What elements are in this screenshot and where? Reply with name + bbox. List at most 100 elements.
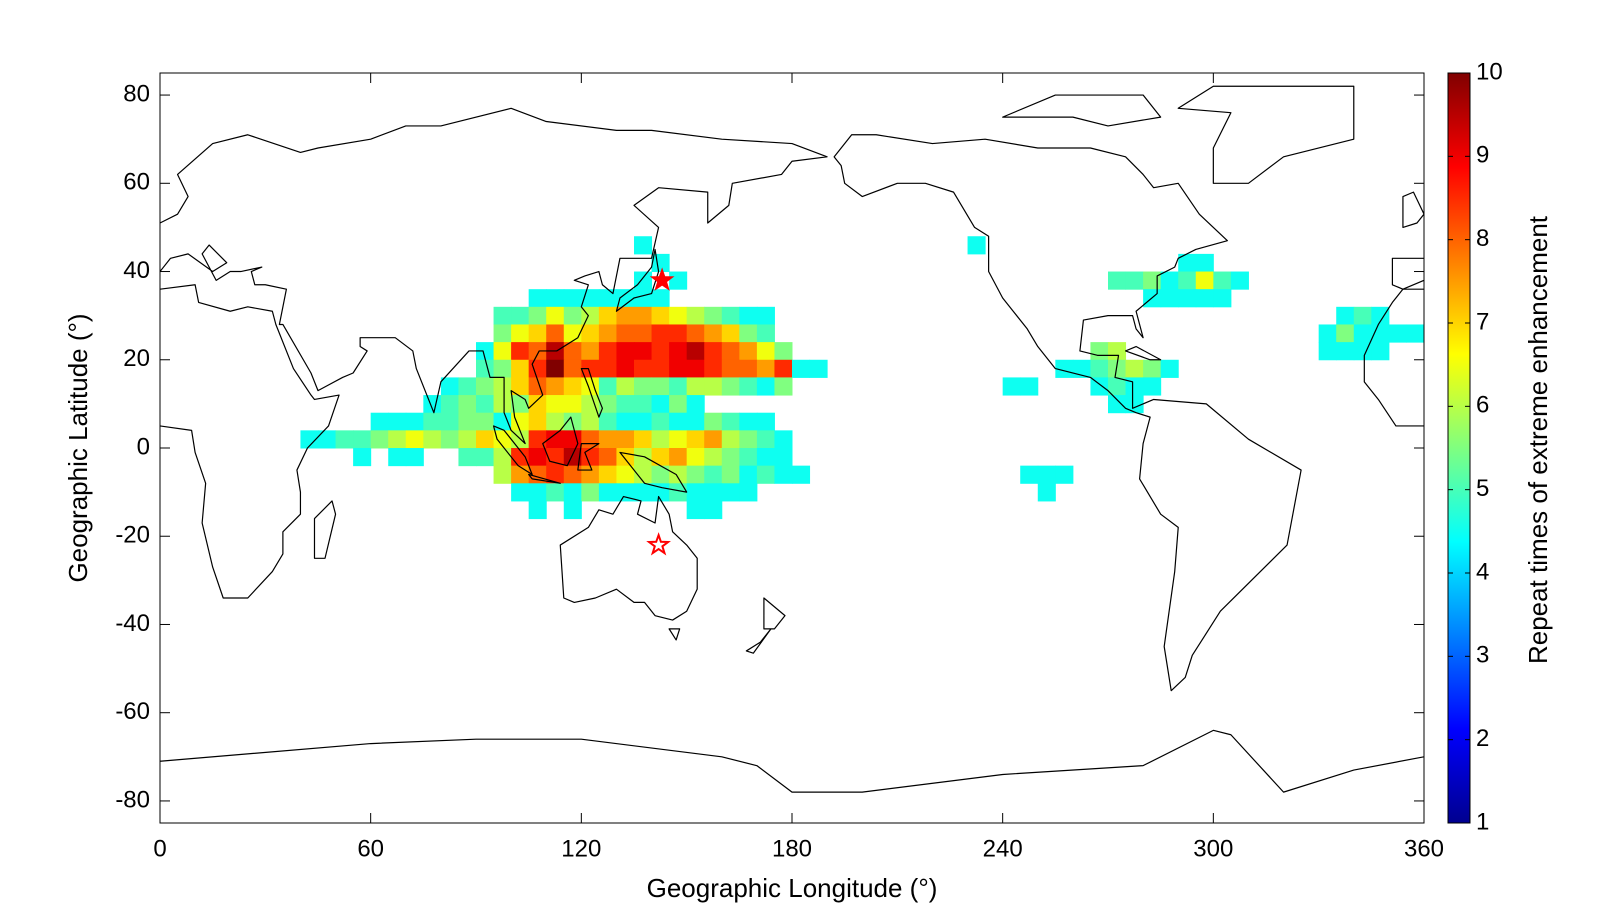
java bbox=[529, 474, 561, 483]
heatmap-cell bbox=[651, 342, 670, 361]
heatmap-cell bbox=[493, 395, 512, 414]
heatmap-cell bbox=[669, 359, 688, 378]
heatmap-cell bbox=[353, 430, 372, 449]
heatmap-cell bbox=[563, 448, 582, 467]
heatmap-cell bbox=[353, 448, 372, 467]
heatmap-cell bbox=[1143, 377, 1162, 396]
heatmap-cell bbox=[598, 342, 617, 361]
heatmap-cell bbox=[704, 448, 723, 467]
heatmap-cell bbox=[598, 306, 617, 325]
heatmap-cell bbox=[686, 306, 705, 325]
heatmap-cell bbox=[476, 377, 495, 396]
heatmap-cell bbox=[440, 395, 459, 414]
heatmap-cell bbox=[669, 271, 688, 290]
heatmap-cell bbox=[669, 306, 688, 325]
colorbar-tick-label: 1 bbox=[1476, 808, 1489, 835]
heatmap-cell bbox=[704, 430, 723, 449]
heatmap-cell bbox=[563, 412, 582, 431]
heatmap-cell bbox=[1353, 342, 1372, 361]
heatmap-cell bbox=[1336, 342, 1355, 361]
y-tick-label: 60 bbox=[123, 169, 150, 196]
heatmap-cell bbox=[739, 359, 758, 378]
heatmap-cell bbox=[616, 448, 635, 467]
heatmap-cell bbox=[1108, 359, 1127, 378]
heatmap-cell bbox=[1090, 377, 1109, 396]
heatmap-cell bbox=[739, 377, 758, 396]
heatmap-cell bbox=[774, 465, 793, 484]
heatmap-cell bbox=[721, 359, 740, 378]
west-africa bbox=[1364, 289, 1424, 426]
heatmap-cell bbox=[370, 430, 389, 449]
heatmap-cell bbox=[1002, 377, 1021, 396]
heatmap-cell bbox=[1055, 359, 1074, 378]
x-tick-label: 120 bbox=[561, 835, 601, 862]
coastlines bbox=[160, 86, 1424, 792]
heatmap-cell bbox=[616, 289, 635, 308]
x-tick-label: 180 bbox=[772, 835, 812, 862]
heatmap-cell bbox=[1037, 465, 1056, 484]
heatmap-cell bbox=[581, 448, 600, 467]
heatmap-cell bbox=[546, 465, 565, 484]
heatmap-cell bbox=[581, 412, 600, 431]
heatmap-cell bbox=[598, 430, 617, 449]
heatmap-cell bbox=[1213, 289, 1232, 308]
heatmap-cell bbox=[616, 465, 635, 484]
heatmap-cell bbox=[686, 412, 705, 431]
colorbar bbox=[1447, 72, 1471, 824]
heatmap-cell bbox=[704, 324, 723, 343]
heatmap-cell bbox=[774, 430, 793, 449]
heatmap-cell bbox=[581, 430, 600, 449]
heatmap-cell bbox=[792, 465, 811, 484]
heatmap-cell bbox=[634, 289, 653, 308]
y-tick-label: -20 bbox=[115, 522, 150, 549]
japan bbox=[616, 249, 658, 311]
heatmap-cell bbox=[528, 306, 547, 325]
heatmap-cell bbox=[616, 430, 635, 449]
heatmap-cell bbox=[598, 377, 617, 396]
heatmap-cell bbox=[634, 306, 653, 325]
heatmap-cell bbox=[634, 483, 653, 502]
colorbar-tick-label: 5 bbox=[1476, 475, 1489, 502]
heatmap-cell bbox=[739, 448, 758, 467]
heatmap-cell bbox=[739, 412, 758, 431]
heatmap-cell bbox=[546, 377, 565, 396]
heatmap-cell bbox=[388, 430, 407, 449]
heatmap-cell bbox=[511, 359, 530, 378]
heatmap-cell bbox=[686, 342, 705, 361]
heatmap-cell bbox=[774, 448, 793, 467]
y-tick-label: 20 bbox=[123, 345, 150, 372]
iberia bbox=[1392, 258, 1424, 289]
heatmap-cell bbox=[598, 412, 617, 431]
heatmap-cell bbox=[634, 342, 653, 361]
heatmap-cell bbox=[721, 342, 740, 361]
x-tick-label: 240 bbox=[983, 835, 1023, 862]
heatmap-cell bbox=[651, 465, 670, 484]
heatmap-cell bbox=[546, 324, 565, 343]
heatmap-cell bbox=[634, 395, 653, 414]
heatmap-cell bbox=[704, 483, 723, 502]
heatmap-cell bbox=[739, 306, 758, 325]
heatmap-cell bbox=[809, 359, 828, 378]
heatmap-cell bbox=[563, 289, 582, 308]
colorbar-tick-label: 3 bbox=[1476, 642, 1489, 669]
heatmap-cell bbox=[388, 412, 407, 431]
heatmap-cell bbox=[1353, 306, 1372, 325]
heatmap-cell bbox=[967, 236, 986, 255]
heatmap-cell bbox=[1178, 253, 1197, 273]
heatmap-cell bbox=[1318, 342, 1337, 361]
heatmap-cell bbox=[634, 465, 653, 484]
heatmap-cell bbox=[1160, 289, 1179, 308]
heatmap-cell bbox=[739, 465, 758, 484]
heatmap-cell bbox=[318, 430, 337, 449]
heatmap-cell bbox=[388, 448, 407, 467]
heatmap-cell bbox=[686, 377, 705, 396]
heatmap-cell bbox=[704, 412, 723, 431]
heatmap-cell bbox=[476, 412, 495, 431]
heatmap-cell bbox=[1195, 289, 1214, 308]
heatmap-cell bbox=[458, 412, 477, 431]
heatmap-cell bbox=[493, 306, 512, 325]
heatmap-cell bbox=[1371, 306, 1390, 325]
heatmap-cell bbox=[440, 377, 459, 396]
heatmap-cell bbox=[1072, 359, 1091, 378]
britain bbox=[1403, 192, 1424, 227]
